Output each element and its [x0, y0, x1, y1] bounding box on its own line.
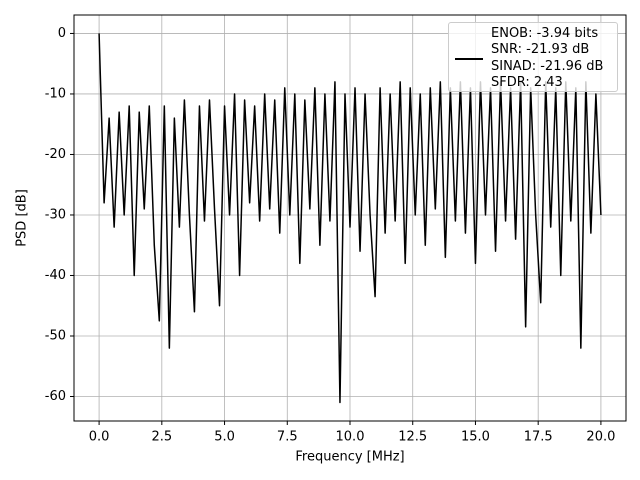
y-tick-label: 0: [58, 26, 66, 41]
plot-frame: [73, 14, 627, 422]
legend-label: ENOB: -3.94 bits SNR: -21.93 dB SINAD: -…: [491, 26, 604, 90]
x-tick-label: 2.5: [151, 430, 172, 445]
y-tick-label: -30: [45, 207, 66, 222]
x-tick-label: 20.0: [586, 430, 615, 445]
y-tick-label: -60: [45, 389, 66, 404]
x-tick-label: 7.5: [277, 430, 298, 445]
x-tick-label: 15.0: [461, 430, 490, 445]
legend-line: [455, 58, 483, 60]
x-axis-label: Frequency [MHz]: [295, 450, 404, 465]
x-tick-label: 0.0: [89, 430, 110, 445]
data-line: [98, 33, 602, 404]
y-tick-label: -10: [45, 86, 66, 101]
x-tick-label: 12.5: [398, 430, 427, 445]
x-tick-label: 5.0: [214, 430, 235, 445]
x-tick-label: 10.0: [336, 430, 365, 445]
y-axis-label: PSD [dB]: [15, 189, 30, 247]
y-tick-label: -50: [45, 328, 66, 343]
legend: ENOB: -3.94 bits SNR: -21.93 dB SINAD: -…: [448, 22, 618, 92]
y-tick-label: -40: [45, 268, 66, 283]
y-tick-label: -20: [45, 147, 66, 162]
x-tick-label: 17.5: [524, 430, 553, 445]
